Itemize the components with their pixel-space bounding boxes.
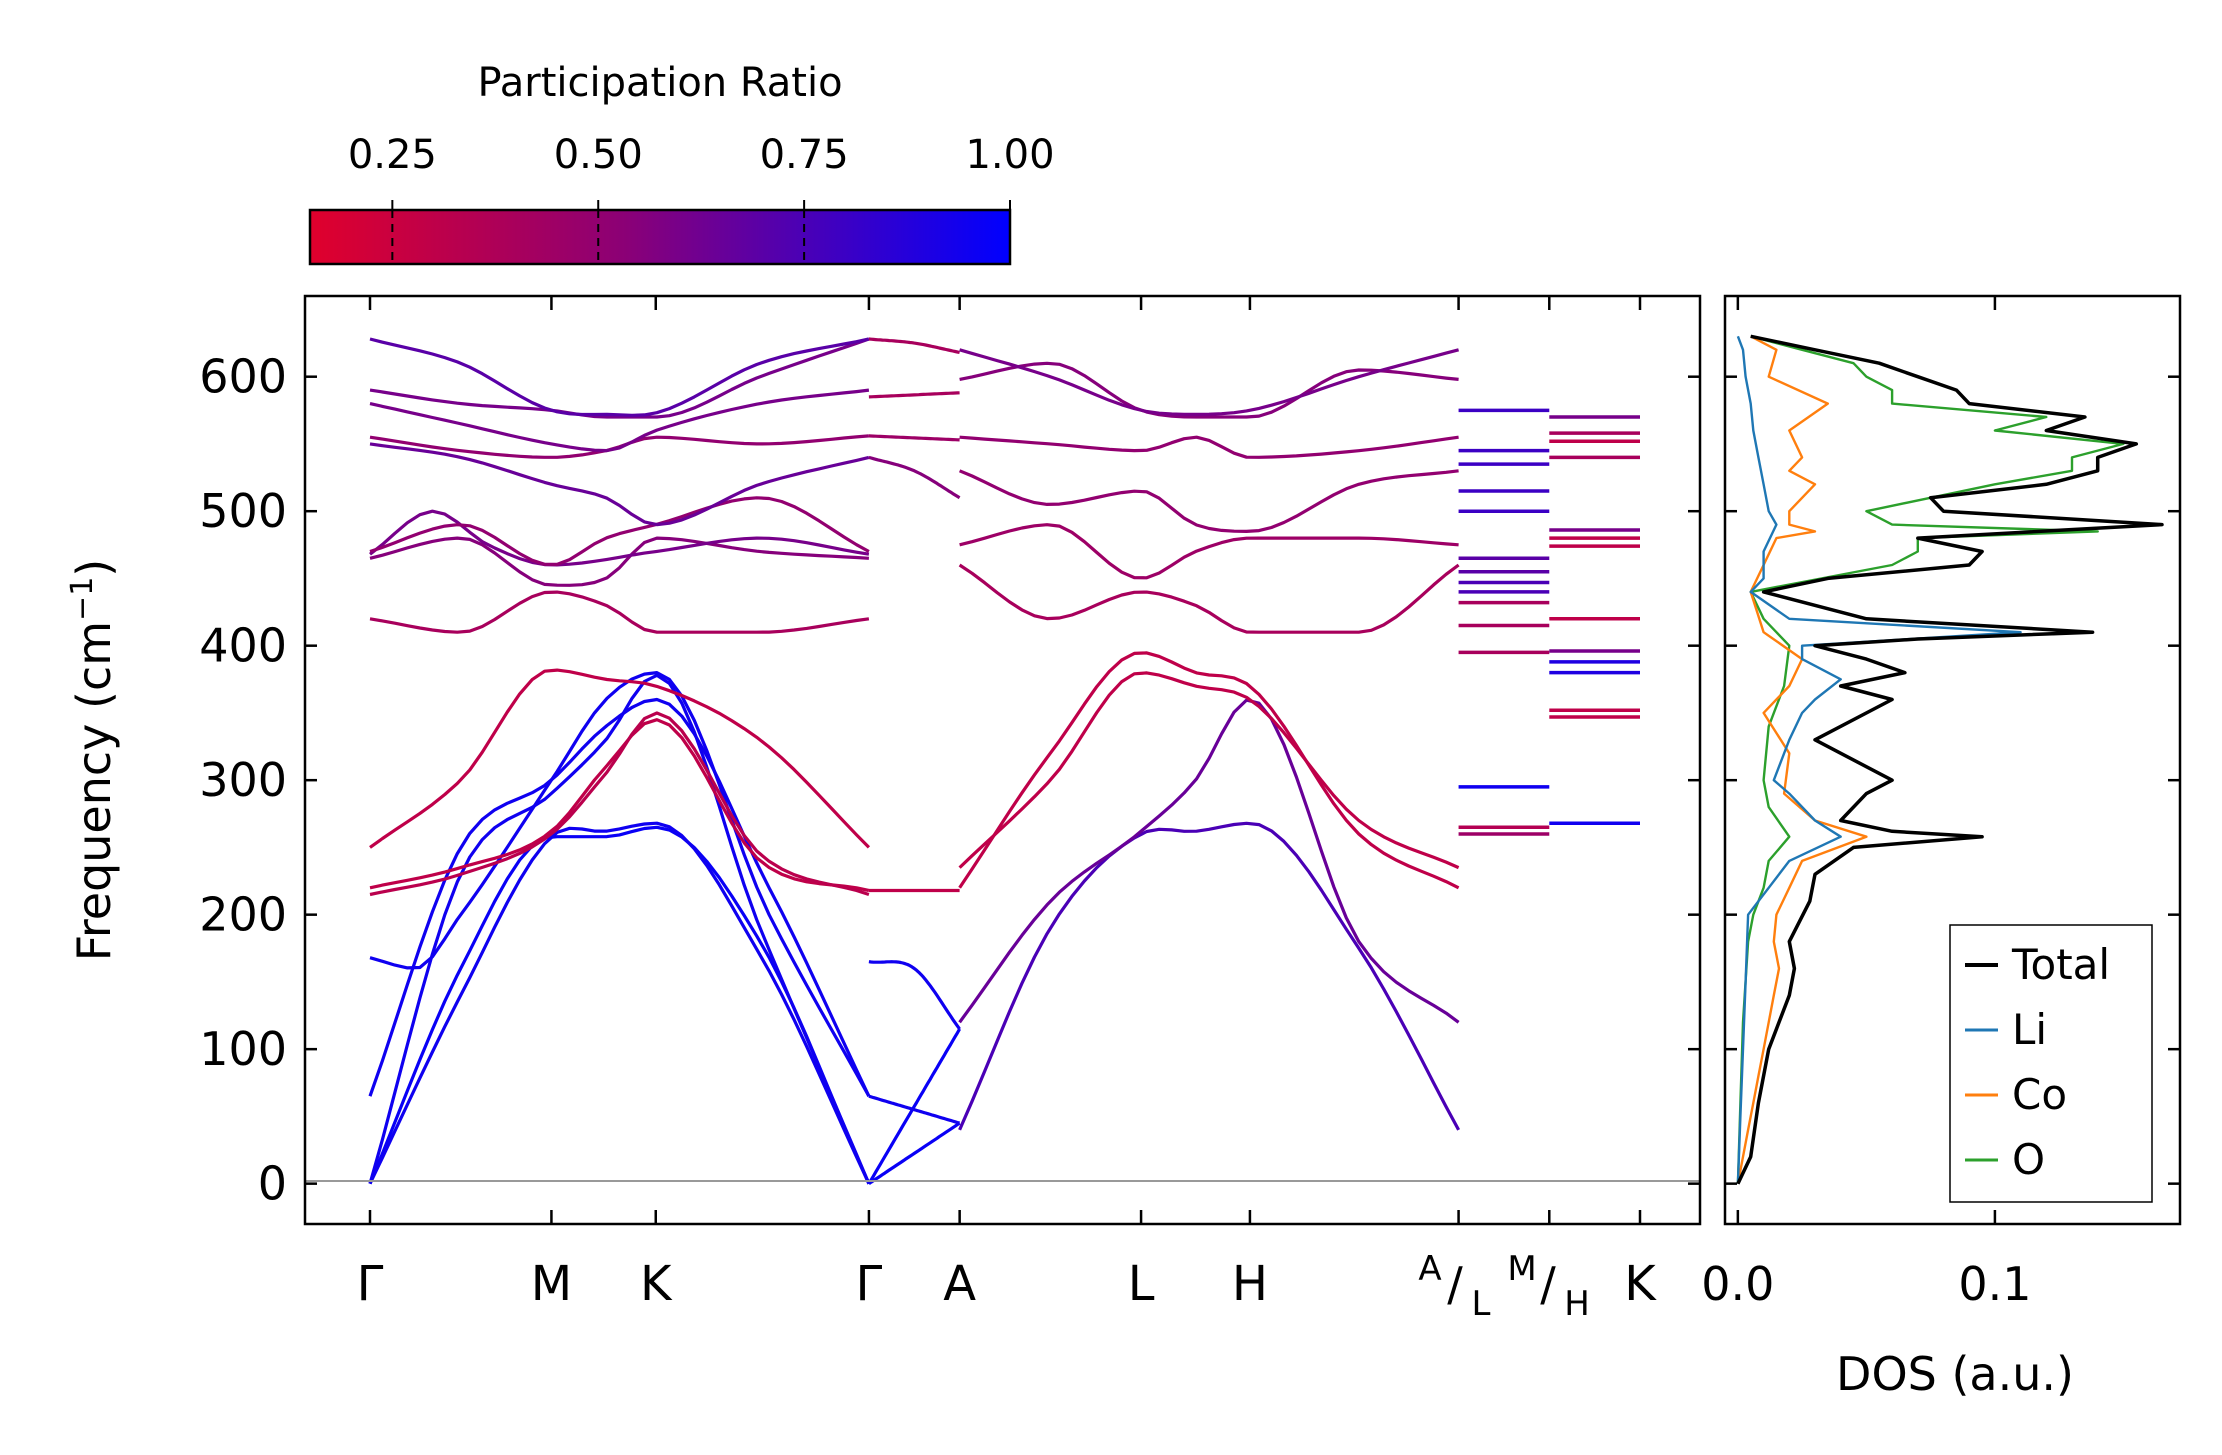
legend-label-o: O bbox=[2012, 1135, 2045, 1184]
band-a-opt-165 bbox=[868, 960, 961, 1030]
band-opt-470 bbox=[369, 496, 870, 567]
colorbar-tick-label: 0.50 bbox=[554, 132, 643, 178]
band-a-opt-585 bbox=[868, 391, 960, 399]
kpoint-label: Γ bbox=[856, 1256, 883, 1312]
dos-line-li bbox=[1736, 335, 2022, 1184]
special-label-l1: A bbox=[1418, 1249, 1441, 1289]
colorbar-tick-label: 0.25 bbox=[348, 132, 437, 178]
band-opt-220 bbox=[369, 718, 870, 893]
band-lines bbox=[368, 337, 1461, 1186]
special-label-r2: H bbox=[1564, 1284, 1590, 1324]
band-al-opt-120 bbox=[958, 698, 1460, 1024]
special-label-r1: L bbox=[1472, 1284, 1491, 1324]
y-tick-label: 600 bbox=[199, 350, 287, 404]
dos-lines bbox=[1736, 334, 2164, 1185]
colorbar-tick-label: 1.00 bbox=[965, 132, 1054, 178]
band-al-opt-555 bbox=[959, 435, 1459, 459]
band-al-opt-460 bbox=[958, 563, 1460, 634]
y-tick-label: 500 bbox=[199, 484, 287, 538]
legend-label-total: Total bbox=[2011, 940, 2110, 989]
band-al-acoustic bbox=[958, 821, 1461, 1131]
band-a-opt-65 bbox=[868, 1094, 961, 1125]
kpoint-label: Γ bbox=[357, 1256, 384, 1312]
dos-line-co bbox=[1736, 335, 1868, 1184]
colorbar-tick-label: 0.75 bbox=[760, 132, 849, 178]
band-al-opt-530 bbox=[958, 469, 1459, 534]
band-acoustic-2 bbox=[368, 821, 871, 1185]
band-al-opt-235 bbox=[958, 671, 1460, 870]
kpoint-label: K bbox=[1624, 1256, 1657, 1312]
kpoint-label: M bbox=[531, 1256, 572, 1312]
band-acoustic-3 bbox=[368, 673, 871, 1185]
band-a-acoustic-2 bbox=[867, 1028, 961, 1185]
band-a-opt-540 bbox=[868, 455, 961, 500]
band-al-opt-620 bbox=[959, 348, 1460, 416]
band-opt-468 bbox=[369, 509, 870, 567]
dos-y-ticks bbox=[1725, 375, 2180, 1185]
dos-x-tick-label: 0.0 bbox=[1701, 1257, 1774, 1311]
kpoint-label: K bbox=[640, 1256, 673, 1312]
legend-label-li: Li bbox=[2012, 1005, 2047, 1054]
y-tick-label: 0 bbox=[258, 1157, 287, 1211]
band-a-acoustic-1 bbox=[867, 1121, 961, 1186]
y-tick-label: 100 bbox=[199, 1022, 287, 1076]
dos-x-axis: 0.0 0.1 bbox=[1701, 296, 2031, 1311]
band-opt-420 bbox=[369, 590, 870, 634]
flat-band-lines bbox=[1458, 408, 1640, 836]
band-a-opt-625 bbox=[868, 337, 960, 355]
legend-label-co: Co bbox=[2012, 1070, 2067, 1119]
band-acoustic-4 bbox=[368, 697, 871, 1097]
y-tick-label: 400 bbox=[199, 619, 287, 673]
band-opt-215 bbox=[369, 711, 870, 897]
special-label-slash1: / bbox=[1447, 1257, 1463, 1311]
band-opt-580 bbox=[369, 388, 870, 453]
kpoint-label: A bbox=[943, 1256, 976, 1312]
kpoint-label: H bbox=[1232, 1256, 1268, 1312]
special-label-l2: M bbox=[1507, 1249, 1536, 1289]
band-opt-628 bbox=[369, 337, 870, 417]
dos-axes-frame bbox=[1723, 294, 2182, 1226]
band-opt-590 bbox=[369, 337, 870, 419]
colorbar-title: Participation Ratio bbox=[477, 60, 842, 106]
band-al-opt-475 bbox=[959, 523, 1459, 580]
dos-line-o bbox=[1736, 335, 2125, 1184]
legend-frame bbox=[1949, 924, 2153, 1203]
y-tick-label: 200 bbox=[199, 888, 287, 942]
band-opt-550 bbox=[369, 442, 870, 527]
special-label-slash2: / bbox=[1540, 1257, 1556, 1311]
band-acoustic-5 bbox=[369, 670, 871, 1097]
band-al-opt-220 bbox=[958, 651, 1460, 890]
dos-x-tick-label: 0.1 bbox=[1958, 1257, 2031, 1311]
dos-legend: Total Li Co O bbox=[1949, 924, 2153, 1203]
band-y-axis: 0 100 200 300 400 500 600 bbox=[199, 350, 1700, 1211]
band-opt-465 bbox=[369, 536, 870, 587]
y-axis-label: Frequency (cm−1) bbox=[65, 559, 121, 962]
colorbar bbox=[308, 208, 1012, 266]
band-opt-250 bbox=[369, 668, 871, 849]
colorbar-ticks: 0.25 0.50 0.75 1.00 bbox=[348, 132, 1055, 264]
dos-panel: 0.0 0.1 DOS (a.u.) Total Li Co O bbox=[1701, 294, 2182, 1401]
dos-x-label: DOS (a.u.) bbox=[1836, 1347, 2074, 1401]
band-axes-frame bbox=[303, 294, 1702, 1226]
kpoint-label: L bbox=[1128, 1256, 1155, 1312]
y-tick-label: 300 bbox=[199, 753, 287, 807]
band-a-opt-555 bbox=[868, 434, 960, 442]
dos-line-total bbox=[1736, 334, 2164, 1185]
